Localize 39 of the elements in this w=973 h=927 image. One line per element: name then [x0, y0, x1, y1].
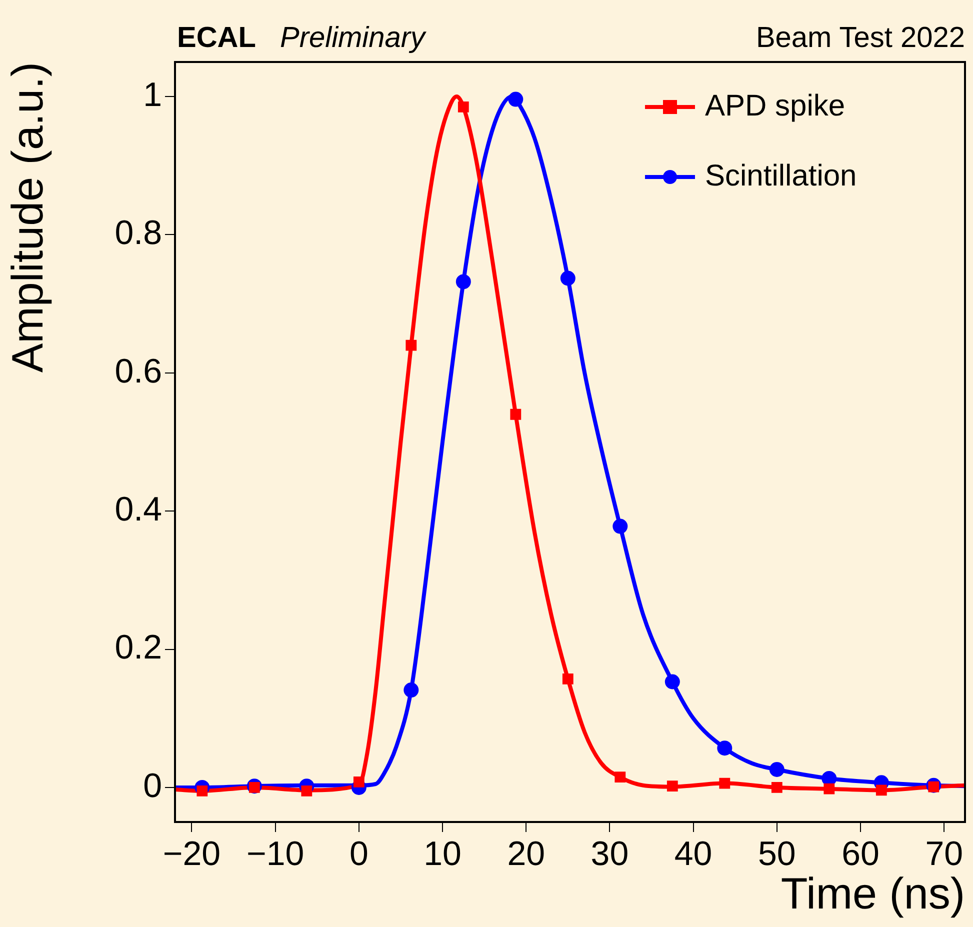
- point: [664, 674, 680, 690]
- point: [404, 682, 419, 698]
- y-axis-title: Amplitude (a.u.): [4, 62, 53, 373]
- y-tick-label: 0.6: [114, 352, 162, 390]
- text: Preliminary: [280, 22, 426, 55]
- x-tick-label: 40: [674, 834, 712, 873]
- y-tick-label: 1: [143, 76, 162, 114]
- point: [612, 518, 628, 534]
- point: [560, 270, 576, 286]
- point: [353, 776, 364, 788]
- x-tick-label: 10: [424, 834, 462, 873]
- point: [822, 770, 837, 786]
- text: ECAL: [177, 22, 256, 55]
- point: [406, 340, 417, 351]
- y-tick-label: 0.8: [114, 214, 162, 252]
- point: [771, 782, 782, 793]
- point: [510, 408, 522, 420]
- legend-label: APD spike: [705, 89, 846, 122]
- point: [458, 101, 469, 112]
- point: [824, 783, 835, 794]
- point: [717, 740, 732, 756]
- x-tick-label: 30: [590, 834, 629, 873]
- point: [508, 92, 524, 107]
- point: [876, 784, 887, 796]
- point: [456, 274, 471, 290]
- x-tick-label: −20: [162, 834, 221, 873]
- y-tick-label: 0: [143, 766, 162, 805]
- x-tick-label: 20: [507, 834, 546, 873]
- point: [719, 778, 730, 789]
- point: [614, 772, 626, 783]
- point: [666, 780, 678, 792]
- x-tick-label: 0: [349, 834, 368, 873]
- text: Beam Test 2022: [756, 22, 965, 55]
- legend-label: Scintillation: [705, 159, 857, 192]
- x-tick-label: −10: [246, 834, 304, 873]
- point: [769, 762, 784, 777]
- y-tick-label: 0.4: [114, 490, 162, 528]
- y-tick-label: 0.2: [114, 628, 162, 667]
- point: [562, 674, 574, 684]
